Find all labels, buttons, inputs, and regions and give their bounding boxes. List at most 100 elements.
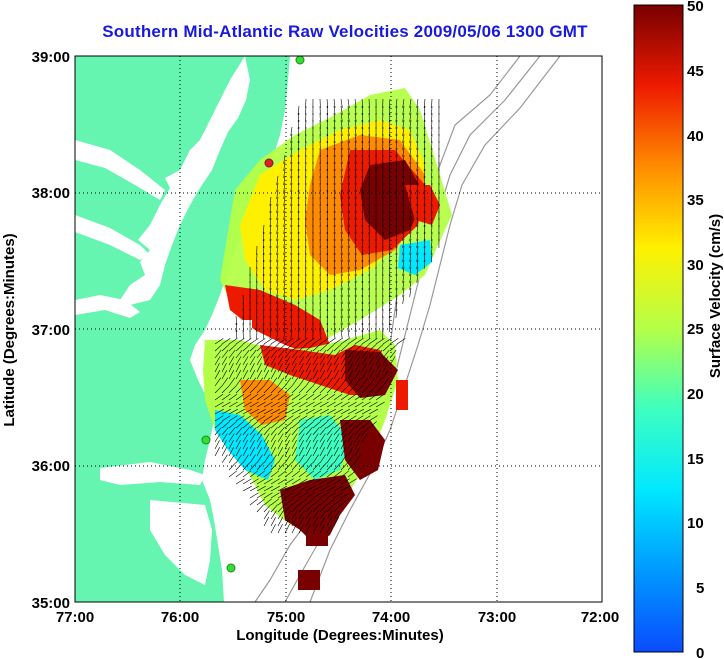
- velocity-arrow: [347, 259, 350, 269]
- velocity-arrow: [319, 517, 325, 527]
- velocity-arrow: [388, 126, 391, 137]
- velocity-arrow: [277, 385, 286, 394]
- velocity-arrow: [249, 421, 258, 429]
- velocity-arrow: [431, 217, 433, 228]
- velocity-arrow: [388, 322, 391, 333]
- velocity-arrow: [270, 454, 277, 464]
- velocity-arrow: [326, 498, 335, 506]
- velocity-arrow: [368, 189, 370, 200]
- velocity-arrow: [291, 415, 301, 422]
- velocity-arrow: [326, 492, 336, 499]
- velocity-arrow: [375, 356, 382, 366]
- velocity-arrow: [277, 462, 286, 471]
- velocity-arrow: [333, 510, 340, 520]
- velocity-arrow: [305, 189, 307, 200]
- radar-station: [295, 55, 305, 65]
- velocity-arrow: [361, 362, 367, 373]
- velocity-arrow: [354, 408, 364, 415]
- velocity-arrow: [402, 273, 405, 283]
- velocity-arrow: [347, 147, 350, 157]
- velocity-arrow: [368, 401, 378, 408]
- velocity-arrow: [361, 415, 371, 422]
- velocity-arrow: [402, 182, 405, 192]
- velocity-arrow: [368, 421, 377, 429]
- velocity-arrow: [228, 362, 234, 373]
- velocity-arrow: [416, 126, 419, 136]
- velocity-arrow: [347, 196, 350, 206]
- velocity-arrow: [326, 245, 329, 256]
- velocity-arrow: [262, 308, 265, 319]
- velocity-arrow: [256, 485, 266, 492]
- velocity-arrow: [347, 105, 350, 115]
- velocity-arrow: [235, 315, 238, 326]
- velocity-arrow: [326, 266, 329, 277]
- velocity-arrow: [333, 266, 336, 276]
- velocity-arrow: [221, 447, 227, 457]
- velocity-arrow: [228, 415, 238, 422]
- velocity-arrow: [290, 217, 293, 227]
- velocity-arrow: [409, 119, 412, 129]
- velocity-arrow: [277, 349, 285, 359]
- velocity-arrow: [214, 421, 223, 429]
- velocity-arrow: [340, 393, 350, 401]
- velocity-arrow: [326, 385, 335, 394]
- velocity-arrow: [368, 154, 370, 165]
- velocity-arrow: [409, 189, 412, 199]
- velocity-arrow: [228, 401, 238, 408]
- velocity-arrow: [340, 485, 350, 492]
- velocity-arrow: [305, 517, 311, 527]
- velocity-arrow: [256, 462, 265, 471]
- velocity-arrow: [290, 301, 293, 311]
- velocity-arrow: [284, 504, 292, 513]
- velocity-arrow: [326, 427, 334, 436]
- velocity-arrow: [326, 308, 329, 319]
- velocity-arrow: [354, 273, 357, 283]
- velocity-arrow: [431, 126, 433, 137]
- velocity-arrow: [368, 408, 378, 415]
- velocity-arrow: [249, 356, 256, 366]
- velocity-arrow: [416, 259, 419, 269]
- velocity-arrow: [416, 189, 419, 199]
- velocity-arrow: [402, 140, 405, 150]
- velocity-arrow: [305, 98, 307, 109]
- velocity-arrow: [298, 415, 308, 422]
- velocity-arrow: [368, 105, 370, 116]
- velocity-arrow: [395, 196, 398, 206]
- velocity-arrow: [388, 224, 391, 235]
- velocity-arrow: [262, 266, 265, 277]
- velocity-arrow: [361, 182, 364, 193]
- velocity-arrow: [291, 393, 301, 401]
- velocity-arrow: [290, 245, 293, 255]
- velocity-arrow: [395, 210, 398, 220]
- velocity-arrow: [395, 294, 398, 304]
- velocity-arrow: [402, 210, 405, 220]
- bathymetry-contour: [309, 56, 561, 602]
- velocity-arrow: [291, 356, 298, 366]
- velocity-arrow: [431, 133, 433, 144]
- velocity-arrow: [326, 238, 329, 249]
- velocity-arrow: [409, 126, 412, 136]
- velocity-arrow: [263, 439, 269, 450]
- velocity-arrow: [375, 343, 384, 352]
- velocity-arrow: [347, 393, 357, 401]
- velocity-arrow: [263, 485, 273, 492]
- velocity-arrow: [347, 224, 350, 234]
- velocity-arrow: [326, 478, 336, 485]
- velocity-arrow: [242, 421, 251, 429]
- velocity-arrow: [423, 210, 426, 221]
- velocity-arrow: [326, 273, 329, 284]
- velocity-arrow: [270, 517, 276, 527]
- velocity-arrow: [312, 349, 320, 359]
- velocity-arrow: [340, 133, 343, 143]
- velocity-arrow: [326, 523, 332, 534]
- velocity-arrow: [263, 377, 271, 387]
- velocity-arrow: [269, 259, 272, 269]
- velocity-arrow: [284, 498, 293, 506]
- velocity-arrow: [263, 498, 272, 506]
- velocity-arrow: [235, 439, 241, 450]
- velocity-arrow: [298, 343, 307, 352]
- velocity-arrow: [389, 343, 398, 352]
- velocity-arrow: [305, 343, 314, 352]
- velocity-arrow: [402, 168, 405, 178]
- velocity-arrow: [354, 168, 357, 178]
